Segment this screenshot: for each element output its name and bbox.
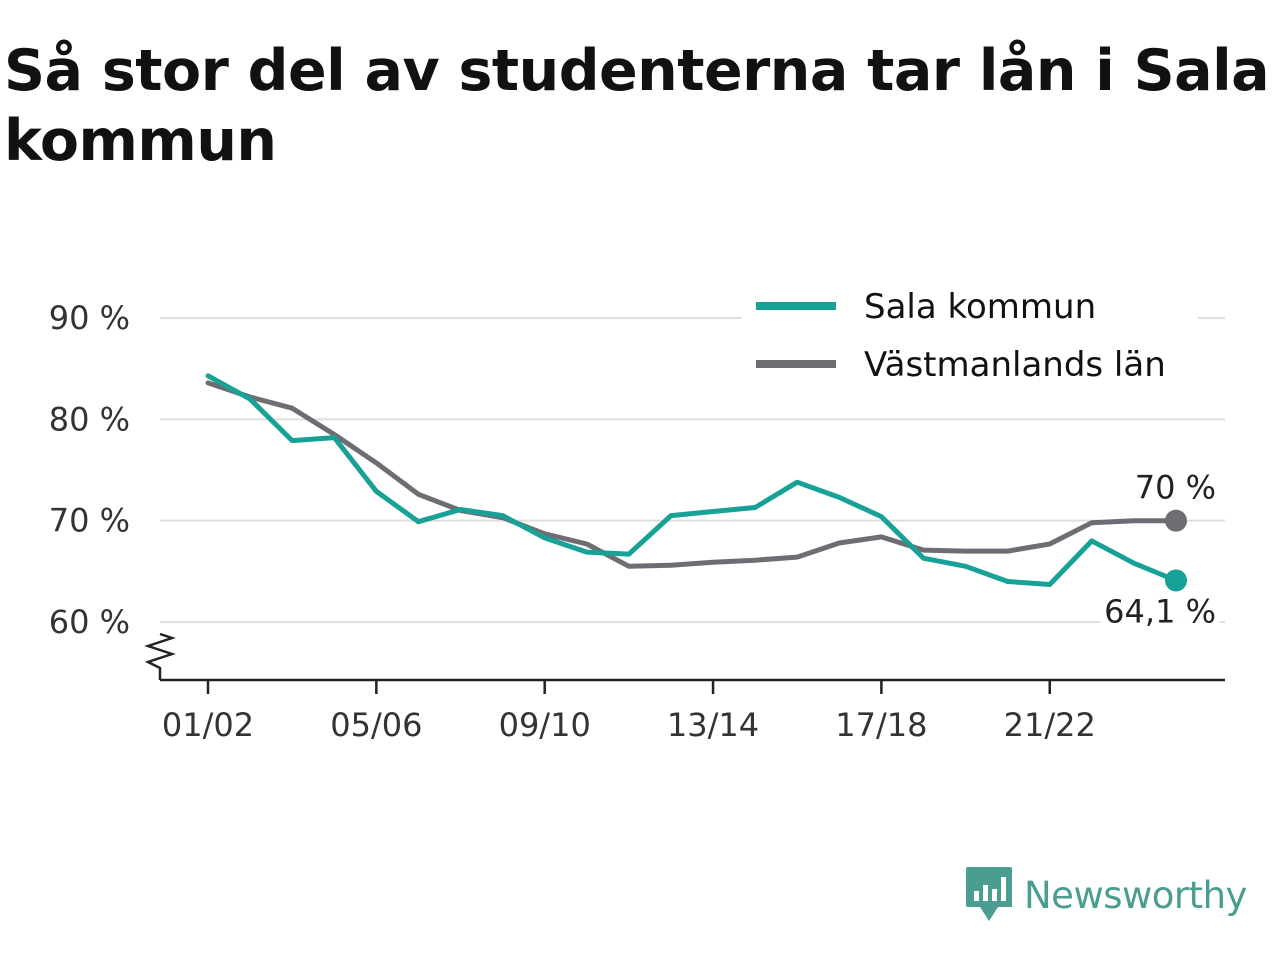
legend-label: Sala kommun (864, 287, 1096, 327)
x-tick-label: 05/06 (330, 706, 422, 744)
y-axis: 60 % 70 % 80 % 90 % (49, 299, 130, 641)
legend-background (742, 280, 1198, 396)
brand: Newsworthy (964, 864, 1247, 926)
y-tick-label: 60 % (49, 603, 130, 641)
legend-label: Västmanlands län (864, 345, 1166, 385)
x-tick-label: 21/22 (1004, 706, 1096, 744)
x-axis: 01/02 05/06 09/10 13/14 17/18 21/22 (144, 632, 1225, 744)
series-end-point (1165, 509, 1187, 532)
newsworthy-logo-icon (966, 867, 1012, 921)
brand-name: Newsworthy (1024, 873, 1247, 917)
y-tick-label: 80 % (49, 400, 130, 438)
end-label-halo (1100, 468, 1220, 507)
x-tick-label: 01/02 (162, 706, 254, 744)
legend: Sala kommun Västmanlands län (742, 280, 1198, 396)
x-tick-label: 17/18 (835, 706, 927, 744)
y-tick-label: 70 % (49, 502, 130, 540)
end-label: 70 % (1135, 469, 1216, 507)
end-label-halo (1100, 592, 1220, 631)
chart-title: Så stor del av studenterna tar lån i Sal… (4, 38, 1270, 174)
series-lines (205, 373, 1187, 592)
x-tick-label: 13/14 (667, 706, 759, 744)
axis-break-mark (144, 632, 176, 680)
series-line (205, 373, 1179, 587)
series-line (205, 380, 1179, 569)
y-tick-label: 90 % (49, 299, 130, 337)
end-label: 64,1 % (1104, 592, 1216, 630)
series-end-point (1165, 569, 1187, 592)
x-tick-label: 09/10 (499, 706, 591, 744)
end-labels: 64,1 % 70 % (1100, 468, 1220, 631)
